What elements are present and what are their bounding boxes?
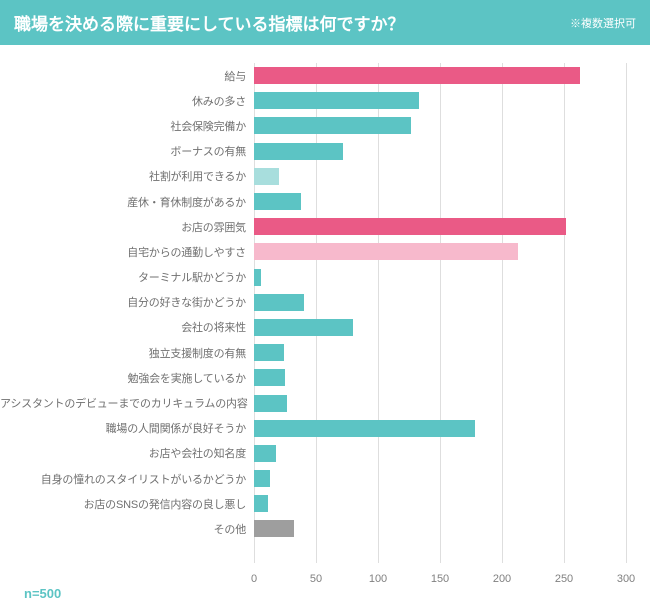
chart-header: 職場を決める際に重要にしている指標は何ですか？ ※複数選択可 <box>0 0 650 45</box>
chart-title: 職場を決める際に重要にしている指標は何ですか？ <box>14 10 405 35</box>
bar <box>254 67 580 84</box>
bar-label: アシスタントのデビューまでのカリキュラムの内容 <box>0 395 254 411</box>
bar <box>254 269 261 286</box>
x-tick-label: 200 <box>493 573 511 585</box>
bar-row: アシスタントのデビューまでのカリキュラムの内容 <box>0 390 626 415</box>
bar-label: 自身の憧れのスタイリストがいるかどうか <box>0 471 254 487</box>
x-tick-label: 100 <box>369 573 387 585</box>
bar-row: 給与 <box>0 63 626 88</box>
bar-label: 独立支援制度の有無 <box>0 345 254 361</box>
bar-track <box>254 466 626 491</box>
bar-track <box>254 290 626 315</box>
bar <box>254 520 294 537</box>
bar-label: ターミナル駅かどうか <box>0 269 254 285</box>
sample-size-label: n=500 <box>24 586 61 601</box>
bar-row: 勉強会を実施しているか <box>0 365 626 390</box>
bar-track <box>254 164 626 189</box>
x-tick-label: 250 <box>555 573 573 585</box>
bar <box>254 143 343 160</box>
x-tick-label: 50 <box>310 573 322 585</box>
bar <box>254 168 279 185</box>
bar-label: 社割が利用できるか <box>0 168 254 184</box>
bar-track <box>254 491 626 516</box>
bar-label: お店や会社の知名度 <box>0 445 254 461</box>
bar-track <box>254 416 626 441</box>
bar-label: 給与 <box>0 68 254 84</box>
bar-track <box>254 265 626 290</box>
bar <box>254 395 287 412</box>
bar-label: 自宅からの通勤しやすさ <box>0 244 254 260</box>
bar-row: 自分の好きな街かどうか <box>0 290 626 315</box>
bar-track <box>254 390 626 415</box>
bar-row: お店のSNSの発信内容の良し悪し <box>0 491 626 516</box>
bar <box>254 243 518 260</box>
bar-row: 自宅からの通勤しやすさ <box>0 239 626 264</box>
bar-track <box>254 365 626 390</box>
bar <box>254 470 270 487</box>
bar-row: ボーナスの有無 <box>0 139 626 164</box>
chart-container: 職場を決める際に重要にしている指標は何ですか？ ※複数選択可 給与休みの多さ社会… <box>0 0 650 611</box>
bar-track <box>254 139 626 164</box>
bar-track <box>254 516 626 541</box>
bar-label: 会社の将来性 <box>0 319 254 335</box>
bar-label: 休みの多さ <box>0 93 254 109</box>
bar-row: 会社の将来性 <box>0 315 626 340</box>
bar-label: 自分の好きな街かどうか <box>0 294 254 310</box>
bar-label: 職場の人間関係が良好そうか <box>0 420 254 436</box>
bar <box>254 495 268 512</box>
bar-track <box>254 88 626 113</box>
bar <box>254 319 353 336</box>
x-tick-label: 150 <box>431 573 449 585</box>
bar <box>254 445 276 462</box>
bar <box>254 344 284 361</box>
bar-row: 休みの多さ <box>0 88 626 113</box>
bar-label: お店の雰囲気 <box>0 219 254 235</box>
bar-track <box>254 63 626 88</box>
bar <box>254 218 566 235</box>
bar-label: 社会保険完備か <box>0 118 254 134</box>
bar-label: お店のSNSの発信内容の良し悪し <box>0 496 254 512</box>
x-axis: 050100150200250300 <box>254 571 626 591</box>
x-tick-label: 300 <box>617 573 635 585</box>
bar-label: 勉強会を実施しているか <box>0 370 254 386</box>
bar-row: その他 <box>0 516 626 541</box>
bar-row: ターミナル駅かどうか <box>0 265 626 290</box>
chart-note: ※複数選択可 <box>570 15 636 31</box>
x-tick-label: 0 <box>251 573 257 585</box>
bar-label: 産休・育休制度があるか <box>0 194 254 210</box>
bar-row: お店や会社の知名度 <box>0 441 626 466</box>
bars-wrap: 給与休みの多さ社会保険完備かボーナスの有無社割が利用できるか産休・育休制度がある… <box>0 63 626 563</box>
bar-label: ボーナスの有無 <box>0 143 254 159</box>
bar-row: 産休・育休制度があるか <box>0 189 626 214</box>
bar <box>254 92 419 109</box>
bar <box>254 369 285 386</box>
bar-row: 社割が利用できるか <box>0 164 626 189</box>
bar-row: 社会保険完備か <box>0 113 626 138</box>
bar <box>254 420 475 437</box>
bar <box>254 294 304 311</box>
plot-area: 給与休みの多さ社会保険完備かボーナスの有無社割が利用できるか産休・育休制度がある… <box>0 45 650 571</box>
bar-row: 自身の憧れのスタイリストがいるかどうか <box>0 466 626 491</box>
bar-track <box>254 113 626 138</box>
bar <box>254 117 411 134</box>
bar-row: 独立支援制度の有無 <box>0 340 626 365</box>
bar-track <box>254 239 626 264</box>
bar-track <box>254 189 626 214</box>
bar-label: その他 <box>0 521 254 537</box>
bar-track <box>254 315 626 340</box>
bar-row: 職場の人間関係が良好そうか <box>0 416 626 441</box>
bar-row: お店の雰囲気 <box>0 214 626 239</box>
bar-track <box>254 441 626 466</box>
bar <box>254 193 301 210</box>
gridline <box>626 63 627 563</box>
bar-track <box>254 340 626 365</box>
bar-track <box>254 214 626 239</box>
